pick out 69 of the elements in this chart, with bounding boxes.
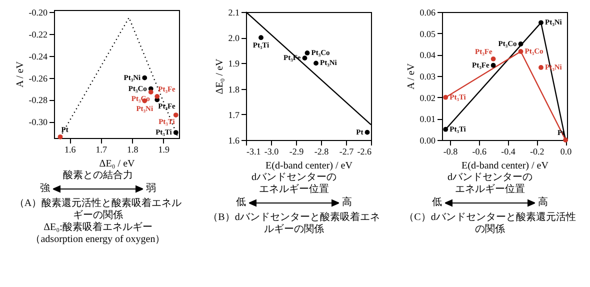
x-tick-label: 1.6 [64, 144, 76, 154]
y-tick-label: 0.05 [419, 28, 436, 39]
point [442, 126, 448, 132]
text: 低 [432, 197, 442, 209]
text: 強 [40, 183, 50, 195]
point [442, 94, 448, 100]
y-tick-label: -0.24 [28, 51, 48, 62]
y-tick-label: 1.9 [228, 58, 240, 69]
x-axis-title: E(d-band center) / eV [461, 160, 549, 172]
x-tick-label: -0.4 [500, 146, 516, 156]
text: （A）酸素還元活性と酸素吸着エネルギーの関係 [13, 198, 183, 222]
y-tick-label: 1.7 [228, 110, 240, 120]
y-tick-label: 2.0 [228, 33, 240, 44]
point [57, 134, 62, 140]
y-tick-label: -0.30 [28, 117, 48, 128]
x-tick-label: -2.8 [314, 146, 329, 156]
x-tick-label: -2.7 [338, 146, 354, 156]
point [538, 20, 543, 26]
point [490, 62, 496, 68]
point [142, 75, 147, 80]
text: dバンドセンターのエネルギー位置 [250, 172, 338, 196]
y-tick-label: 0.06 [419, 8, 436, 18]
point [538, 65, 543, 70]
y-axis-title: ΔE₀ / eV [214, 58, 225, 94]
text: （adsorption energy of oxygen） [30, 234, 166, 246]
text: ΔE₀:酸素吸着エネルギー [42, 222, 154, 234]
y-tick-label: -0.20 [28, 8, 48, 18]
text: 高 [342, 197, 352, 209]
x-tick-label: -3.0 [264, 146, 279, 156]
point [154, 94, 160, 99]
y-axis-title: A / eV [14, 60, 26, 88]
x-tick-label: -2.9 [288, 146, 304, 156]
y-tick-label: 1.6 [228, 136, 240, 146]
y-tick-label: 0.03 [419, 72, 436, 82]
x-tick-label: -0.6 [472, 146, 486, 156]
point [562, 138, 568, 142]
x-tick-label: 1.7 [95, 144, 107, 154]
text: （B）dバンドセンターと酸素吸着エネルギーの関係 [207, 212, 381, 236]
point [518, 42, 523, 46]
point [148, 90, 153, 94]
x-tick-label: 1.9 [158, 144, 170, 154]
point [490, 56, 496, 62]
x-axis-title: E(d-band center) / eV [265, 160, 353, 172]
x-tick-label: -3.1 [246, 146, 260, 156]
y-tick-label: 0.02 [419, 92, 435, 103]
y-tick-label: -0.22 [28, 30, 47, 40]
point [518, 49, 523, 54]
point [172, 112, 178, 118]
text: dバンドセンターのエネルギー位置 [446, 172, 534, 196]
y-axis-title: A / eV [405, 62, 416, 90]
y-tick-label: 0.01 [419, 114, 435, 124]
x-axis-title: ΔE₀ / eV [98, 158, 136, 170]
x-tick-label: -0.8 [442, 146, 458, 156]
x-tick-label: -0.2 [530, 146, 544, 156]
y-tick-label: 1.8 [228, 84, 240, 94]
text: 低 [236, 197, 246, 209]
point [172, 130, 178, 135]
x-tick-label: -2.6 [356, 146, 372, 156]
y-tick-label: -0.28 [28, 95, 48, 106]
x-tick-label: 1.8 [126, 144, 138, 154]
text: （C）dバンドセンターと酸素還元活性の関係 [403, 212, 577, 236]
x-tick-label: 0.0 [560, 146, 572, 156]
y-tick-label: 2.1 [228, 8, 239, 18]
y-tick-label: 0.04 [419, 50, 436, 60]
text: 高 [538, 197, 548, 209]
text: 酸素との結合力 [62, 170, 134, 182]
text: 弱 [146, 183, 156, 195]
y-tick-label: 0.00 [419, 136, 436, 146]
y-tick-label: -0.26 [28, 73, 48, 84]
